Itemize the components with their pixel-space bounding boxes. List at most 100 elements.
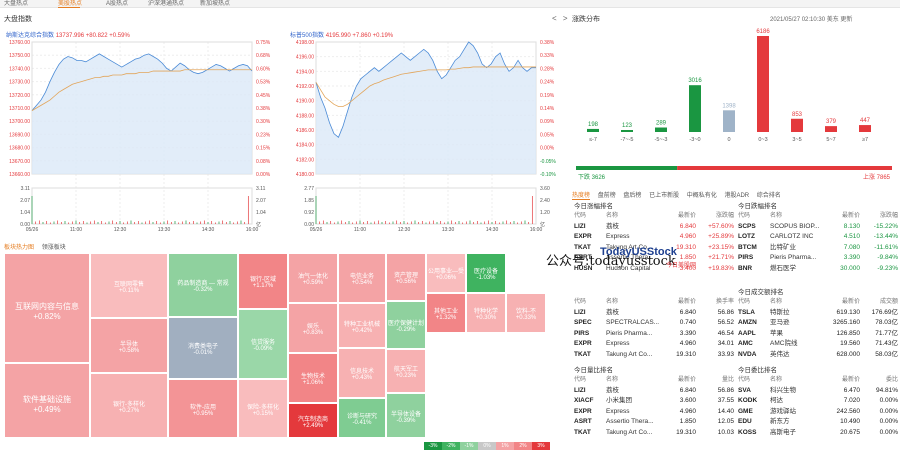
tab-connect-hot[interactable]: 沪深港通热点 <box>148 1 185 7</box>
nasdaq-header[interactable]: 纳斯达克综合指数 13737.996 +80.822 +0.59% <box>6 30 130 39</box>
table-row[interactable]: HUSN Hudson Capital 3.400 +19.83% <box>574 264 734 275</box>
heatmap-cell[interactable]: 电信业务 +0.54% <box>338 253 386 303</box>
table-row[interactable]: SPEC SPECTRALCAS... 0.740 56.52 <box>574 318 734 329</box>
tab-leading-sectors[interactable]: 领涨板块 <box>41 245 66 251</box>
tab-premarket[interactable]: 盘前榜 <box>597 193 616 199</box>
heatmap-cell[interactable]: 保险-多样化 +0.15% <box>238 379 288 438</box>
table-row[interactable]: SCPS SCOPUS BIOP... 8.130 -15.22% <box>738 222 898 233</box>
tab-a-share-hot[interactable]: A股热点 <box>106 1 129 7</box>
table-row[interactable]: LIZI 荔枝 6.840 56.86 <box>574 308 734 319</box>
heatmap-cell[interactable]: 公用事业—受 +0.06% <box>426 253 466 293</box>
table-row[interactable]: NVDA 英伟达 628.000 58.03亿 <box>738 350 898 361</box>
column-header[interactable]: 代码 <box>574 377 587 383</box>
heatmap-cell[interactable]: 特种工业机械 +0.42% <box>338 303 386 348</box>
heatmap-cell[interactable]: 汽车制造商 +2.49% <box>288 403 338 438</box>
column-header[interactable]: 最新价 <box>677 377 696 383</box>
heatmap-cell[interactable]: 航天军工 +0.23% <box>386 349 426 393</box>
heatmap-cell[interactable]: 软件基础设施 +0.49% <box>4 363 90 438</box>
column-header[interactable]: 名称 <box>606 213 619 219</box>
heatmap-cell[interactable]: 半导体 +0.58% <box>90 318 168 373</box>
tab-sg-hot[interactable]: 新加坡热点 <box>200 1 231 7</box>
tab-overall[interactable]: 综合排名 <box>756 193 781 199</box>
heatmap-cell[interactable]: 药品制造商 — 常规 -0.32% <box>168 253 238 317</box>
heatmap-cell[interactable]: 油气一体化 +0.59% <box>288 253 338 303</box>
heatmap-cell[interactable]: 互联网内容与信息 +0.82% <box>4 253 90 363</box>
table-row[interactable]: AMZN 亚马逊 3265.160 78.03亿 <box>738 318 898 329</box>
column-header[interactable]: 名称 <box>770 299 783 305</box>
column-header[interactable]: 成交额 <box>879 299 898 305</box>
heatmap-cell[interactable]: 特种化学 +0.30% <box>466 293 506 333</box>
table-row[interactable]: EXPR Express 4.960 14.40 <box>574 407 734 418</box>
chevron-right-icon[interactable]: > <box>562 14 568 23</box>
heatmap-cell[interactable]: 互联网零售 +0.11% <box>90 253 168 318</box>
column-header[interactable]: 最新价 <box>841 299 860 305</box>
tab-heatmap[interactable]: 板块热力图 <box>4 245 35 251</box>
column-header[interactable]: 最新价 <box>677 299 696 305</box>
table-row[interactable]: LOTZ CARLOTZ INC 4.510 -13.44% <box>738 232 898 243</box>
tab-market-hot[interactable]: 大盘热点 <box>4 1 29 7</box>
table-row[interactable]: EDU 新东方 10.490 0.00% <box>738 417 898 428</box>
table-row[interactable]: LIZI 荔枝 6.840 56.86 <box>574 386 734 397</box>
heatmap-cell[interactable]: 娱乐 +0.83% <box>288 303 338 353</box>
table-row[interactable]: SVA 科兴生物 6.470 94.81% <box>738 386 898 397</box>
table-row[interactable]: TKAT Takung Art Co... 19.310 33.93 <box>574 350 734 361</box>
table-row[interactable]: AAPL 苹果 126.850 71.77亿 <box>738 329 898 340</box>
column-header[interactable]: 代码 <box>738 299 751 305</box>
column-header[interactable]: 名称 <box>606 299 619 305</box>
table-row[interactable]: PIRS Pieris Pharma... 3.390 46.54 <box>574 329 734 340</box>
heatmap-cell[interactable]: 其他工业 +1.32% <box>426 293 466 333</box>
table-row[interactable]: TKAT Takung Art Co... 19.310 10.03 <box>574 428 734 439</box>
column-header[interactable]: 名称 <box>606 377 619 383</box>
tab-hk-adr[interactable]: 港股ADR <box>724 193 750 199</box>
heatmap-cell[interactable]: 医疗保健计划 -0.29% <box>386 301 426 349</box>
table-row[interactable]: KODK 柯达 7.020 0.00% <box>738 396 898 407</box>
heatmap-cell[interactable]: 软件-应用 +0.95% <box>168 379 238 438</box>
table-row[interactable]: TKAT Takung Art Co... 19.310 +23.15% <box>574 243 734 254</box>
heatmap-cell[interactable]: 饮料-不 +0.33% <box>506 293 546 333</box>
column-header[interactable]: 最新价 <box>841 213 860 219</box>
table-row[interactable]: GME 游戏驿站 242.560 0.00% <box>738 407 898 418</box>
heatmap-cell[interactable]: 诊断与研究 -0.41% <box>338 398 386 438</box>
tab-us-hot[interactable]: 美股热点 <box>58 1 83 7</box>
column-header[interactable]: 名称 <box>770 377 783 383</box>
heatmap-cell[interactable]: 银行-区域 +1.17% <box>238 253 288 309</box>
column-header[interactable]: 委比 <box>885 377 898 383</box>
column-header[interactable]: 代码 <box>738 213 751 219</box>
table-row[interactable]: ASRT Assertio Thera... 1.850 +21.71% <box>574 253 734 264</box>
table-row[interactable]: TSLA 特斯拉 619.130 176.69亿 <box>738 308 898 319</box>
table-row[interactable]: PIRS Pieris Pharma... 3.390 -9.84% <box>738 253 898 264</box>
table-row[interactable]: LIZI 荔枝 6.840 +57.60% <box>574 222 734 233</box>
heatmap-cell[interactable]: 信息技术 +0.43% <box>338 348 386 398</box>
heatmap-cell[interactable]: 资产管理 +0.56% <box>386 253 426 301</box>
heatmap-cell[interactable]: 银行-多样化 +0.27% <box>90 373 168 438</box>
column-header[interactable]: 涨跌幅 <box>879 213 898 219</box>
table-row[interactable]: ASRT Assertio Thera... 1.850 12.05 <box>574 417 734 428</box>
tab-china-private[interactable]: 中概私有化 <box>686 193 717 199</box>
table-row[interactable]: XIACF 小米集团 3.600 37.55 <box>574 396 734 407</box>
sp500-header[interactable]: 标普500指数 4195.990 +7.860 +0.19% <box>290 30 393 39</box>
column-header[interactable]: 涨跌幅 <box>715 213 734 219</box>
tab-hot[interactable]: 热度榜 <box>572 193 591 200</box>
heatmap-cell[interactable]: 医疗设备 -1.03% <box>466 253 506 293</box>
column-header[interactable]: 最新价 <box>677 213 696 219</box>
table-row[interactable]: EXPR Express 4.960 34.01 <box>574 339 734 350</box>
column-header[interactable]: 代码 <box>574 299 587 305</box>
table-row[interactable]: BNR 燃石医学 30.000 -9.23% <box>738 264 898 275</box>
heatmap-cell[interactable]: 信贷服务 -0.09% <box>238 309 288 379</box>
heatmap-cell[interactable]: 生物技术 +1.06% <box>288 353 338 403</box>
table-row[interactable]: AMC AMC院线 19.560 71.43亿 <box>738 339 898 350</box>
heatmap-cell[interactable]: 消费类电子 -0.01% <box>168 317 238 379</box>
heatmap-cell[interactable]: 半导体设备 -0.39% <box>386 393 426 438</box>
table-row[interactable]: EXPR Express 4.960 +25.89% <box>574 232 734 243</box>
tab-new-ipo[interactable]: 已上市新股 <box>649 193 680 199</box>
column-header[interactable]: 换手率 <box>715 299 734 305</box>
table-row[interactable]: BTCM 比特矿业 7.080 -11.61% <box>738 243 898 254</box>
table-row[interactable]: KOSS 高斯电子 20.675 0.00% <box>738 428 898 439</box>
chevron-left-icon[interactable]: < <box>552 14 557 23</box>
column-header[interactable]: 最新价 <box>841 377 860 383</box>
column-header[interactable]: 名称 <box>770 213 783 219</box>
column-header[interactable]: 量比 <box>721 377 734 383</box>
tab-afterhours[interactable]: 盘后榜 <box>623 193 642 199</box>
column-header[interactable]: 代码 <box>574 213 587 219</box>
column-header[interactable]: 代码 <box>738 377 751 383</box>
